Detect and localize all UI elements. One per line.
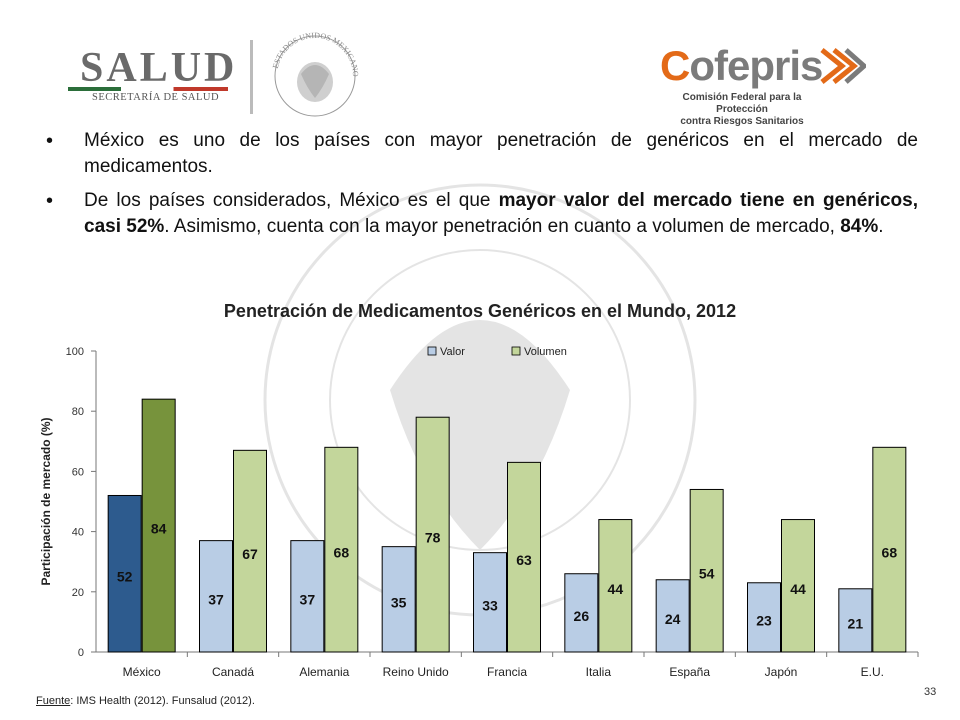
data-label: 63 bbox=[516, 552, 532, 568]
bar-valor bbox=[838, 588, 873, 653]
x-tick-label: España bbox=[669, 665, 710, 679]
bar-valor bbox=[381, 546, 416, 653]
data-label: 54 bbox=[699, 566, 715, 582]
mexico-seal-icon: ESTADOS UNIDOS MEXICANOS bbox=[265, 28, 360, 117]
data-label: 68 bbox=[882, 545, 898, 561]
salud-logo-subtitle: SECRETARÍA DE SALUD bbox=[92, 92, 220, 103]
header-divider bbox=[250, 40, 253, 114]
cofepris-subtitle: Comisión Federal para la Protección cont… bbox=[680, 92, 804, 127]
data-label: 24 bbox=[665, 611, 681, 627]
data-label: 68 bbox=[334, 545, 350, 561]
bullet-text: . Asimismo, cuenta con la mayor penetrac… bbox=[164, 216, 841, 237]
bullet-item: • México es uno de los países con mayor … bbox=[38, 128, 918, 180]
x-tick-label: México bbox=[123, 665, 161, 679]
bar-chart: 0 20 40 60 80 100 Participación de mercado (%)… bbox=[39, 346, 919, 679]
chart-title: Penetración de Medicamentos Genéricos en… bbox=[223, 301, 737, 321]
bar-volumen bbox=[781, 519, 815, 653]
bullet-text-bold: 84% bbox=[840, 216, 879, 237]
y-tick-label: 40 bbox=[72, 527, 84, 539]
bar-valor bbox=[107, 494, 142, 653]
bar-volumen bbox=[872, 446, 907, 653]
data-label: 33 bbox=[482, 597, 498, 613]
bullet-text: De los países considerados, México es el… bbox=[84, 190, 499, 211]
bar-volumen bbox=[141, 398, 176, 653]
data-label: 35 bbox=[391, 594, 407, 610]
bar-volumen bbox=[233, 449, 267, 653]
x-tick-label: Alemania bbox=[299, 665, 349, 679]
bar-volumen bbox=[324, 446, 359, 653]
bullet-text: México es uno de los países con mayor pe… bbox=[84, 130, 918, 177]
data-label: 21 bbox=[848, 615, 864, 631]
data-label: 37 bbox=[208, 591, 224, 607]
bar-volumen bbox=[507, 461, 541, 653]
data-label: 23 bbox=[756, 612, 772, 628]
bullet-text-bold: mayor valor del mercado tiene en genéric… bbox=[84, 190, 918, 237]
y-tick-label: 20 bbox=[72, 587, 84, 599]
data-label: 26 bbox=[574, 608, 590, 624]
legend-swatch bbox=[427, 346, 437, 356]
bullet-item: • De los países considerados, México es … bbox=[38, 188, 918, 240]
legend-swatch bbox=[511, 346, 521, 356]
page-number: 33 bbox=[924, 686, 937, 698]
bar-volumen bbox=[415, 416, 450, 653]
y-tick-label: 60 bbox=[72, 466, 84, 478]
x-tick-label: Reino Unido bbox=[383, 665, 449, 679]
header: SALUD SECRETARÍA DE SALUD ESTADOS UNIDOS… bbox=[0, 0, 960, 127]
bar-valor bbox=[473, 552, 507, 653]
bullet-text: . bbox=[878, 216, 884, 237]
data-label: 78 bbox=[425, 530, 441, 546]
data-label: 84 bbox=[151, 521, 167, 537]
bar-valor bbox=[290, 540, 325, 653]
source-note: Fuente: IMS Health (2012). Funsalud (201… bbox=[36, 695, 255, 707]
bar-valor bbox=[199, 540, 233, 653]
data-label: 44 bbox=[608, 581, 624, 597]
y-tick-label: 0 bbox=[78, 647, 84, 659]
bullet-dot: • bbox=[46, 190, 54, 212]
salud-logo-text: SALUD bbox=[80, 45, 238, 91]
y-tick-label: 100 bbox=[66, 346, 84, 358]
x-tick-label: Japón bbox=[765, 665, 798, 679]
cofepris-arrows-icon bbox=[820, 48, 866, 84]
x-tick-label: Italia bbox=[586, 665, 612, 679]
cofepris-logo-text: Cofepris bbox=[660, 42, 823, 89]
bullet-list: • México es uno de los países con mayor … bbox=[38, 128, 918, 248]
data-label: 67 bbox=[242, 546, 258, 562]
bar-volumen bbox=[689, 488, 724, 653]
bar-valor bbox=[747, 582, 781, 653]
legend-entry: Volumen bbox=[524, 346, 567, 358]
bar-valor bbox=[564, 573, 599, 653]
y-axis-label: Participación de mercado (%) bbox=[39, 417, 53, 585]
salud-tricolor-line bbox=[68, 87, 228, 91]
bar-valor bbox=[655, 579, 690, 653]
bullet-dot: • bbox=[46, 130, 54, 152]
x-tick-label: E.U. bbox=[861, 665, 884, 679]
chart: Penetración de Medicamentos Genéricos en… bbox=[0, 295, 960, 695]
x-tick-label: Francia bbox=[487, 665, 527, 679]
data-label: 44 bbox=[790, 581, 806, 597]
data-label: 37 bbox=[300, 591, 316, 607]
data-label: 52 bbox=[117, 569, 133, 585]
x-tick-label: Canadá bbox=[212, 665, 254, 679]
bar-volumen bbox=[598, 519, 633, 653]
legend-entry: Valor bbox=[440, 346, 465, 358]
y-tick-label: 80 bbox=[72, 406, 84, 418]
